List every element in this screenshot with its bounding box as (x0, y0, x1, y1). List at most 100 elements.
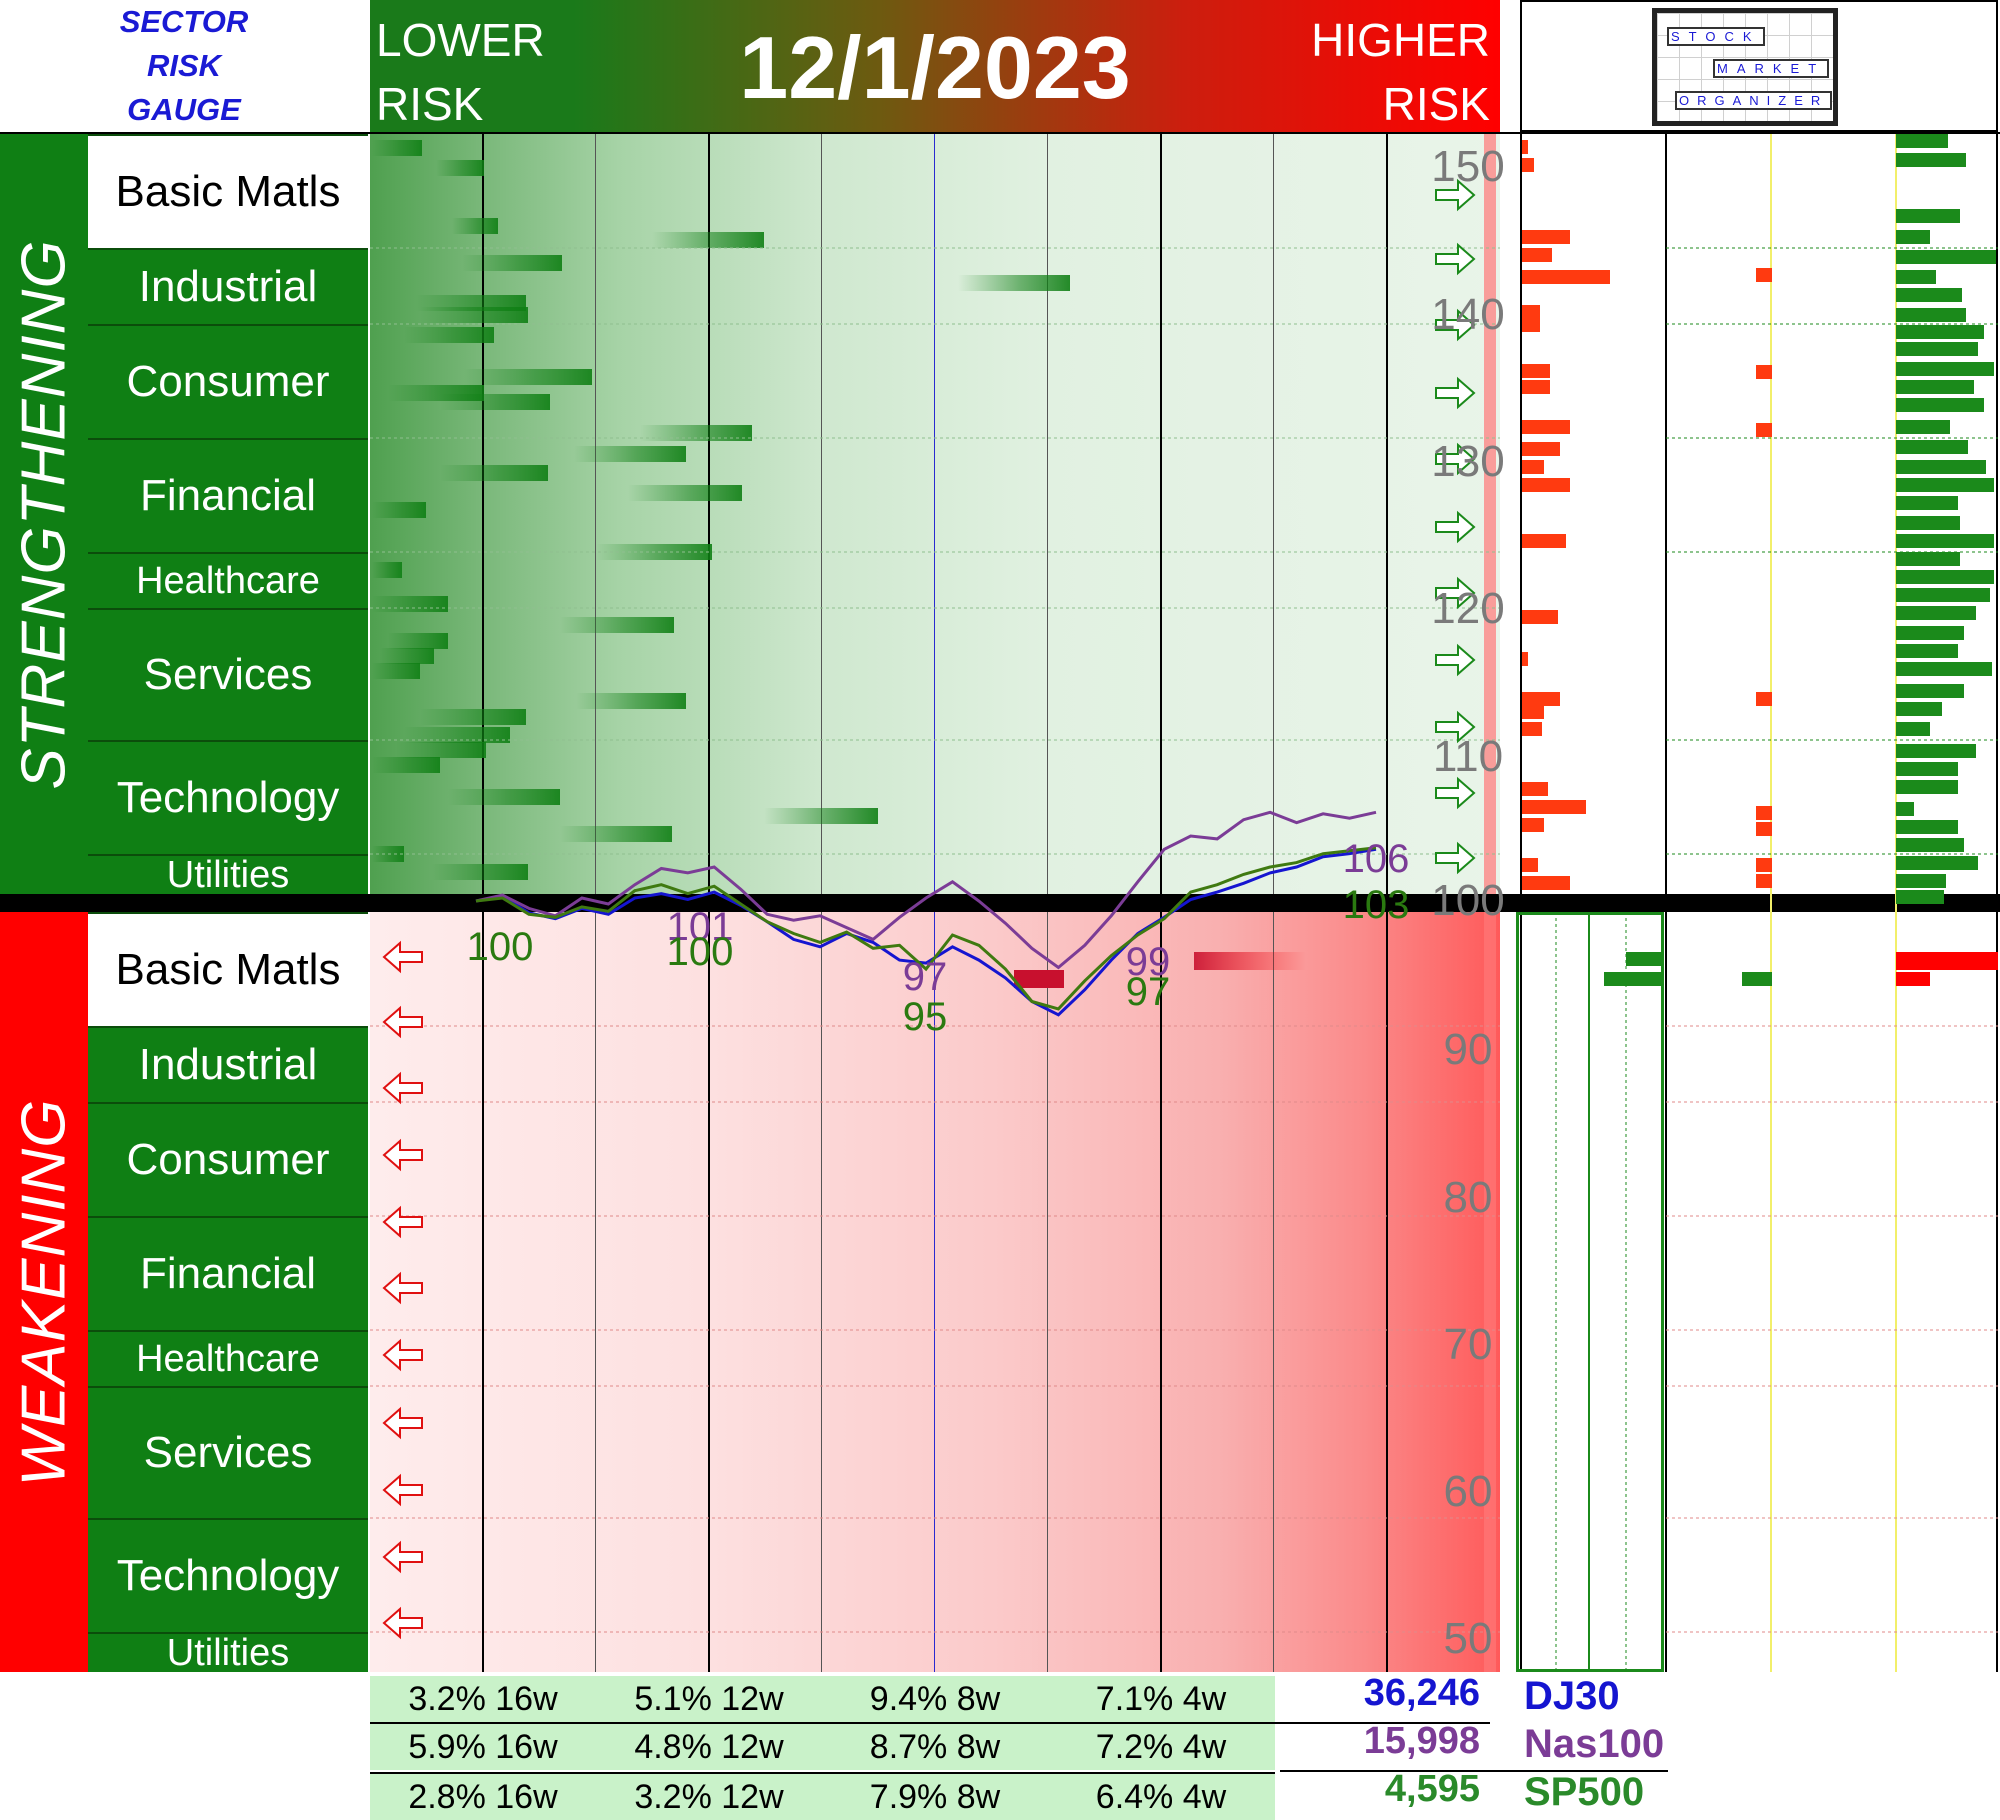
sector-utilities-weak: Utilities (88, 1632, 368, 1674)
right-small-red-3 (1756, 423, 1772, 437)
right-green-bar-5 (1896, 250, 1996, 264)
right-arrow-icon-7 (1435, 576, 1476, 610)
right-green-bar-19 (1896, 516, 1960, 530)
y-tick-70: 70 (1443, 1320, 1493, 1369)
sector-bar-4 (652, 232, 764, 248)
right-arrow-icon-6 (1435, 510, 1476, 544)
sector-financial-strong: Financial (88, 438, 368, 552)
right-red-bar-6 (1522, 305, 1540, 319)
sector-bar-5 (462, 255, 562, 271)
right-red-bar-15 (1522, 610, 1558, 624)
stat-row-nas100: 5.9% 16w 4.8% 12w 8.7% 8w 7.2% 4w (370, 1724, 1275, 1770)
sector-bars (372, 140, 1306, 988)
dj30-stat-12w: 5.1% 12w (634, 1679, 784, 1718)
right-red-bar-7 (1522, 318, 1540, 332)
right-green-bar-22 (1896, 570, 1994, 584)
right-lower-box (1516, 912, 1664, 1672)
sector-basic-matls-strong: Basic Matls (88, 134, 368, 248)
right-lower-red-2 (1896, 972, 1930, 986)
logo-word-1: STOCK (1667, 27, 1765, 46)
higher-risk-label: HIGHER RISK (1311, 8, 1490, 136)
y-tick-150: 150 (1431, 142, 1505, 191)
gauge-title-line-1: SECTOR (119, 4, 249, 39)
direction-arrows (382, 178, 1476, 1640)
right-green-bar-39 (1896, 890, 1944, 904)
right-small-red-4 (1756, 692, 1772, 706)
report-date: 12/1/2023 (739, 18, 1131, 117)
y-tick-140: 140 (1431, 290, 1505, 339)
right-arrow-icon-2 (1435, 242, 1476, 276)
right-red-bar-1 (1522, 140, 1528, 154)
right-lower-box-divider (1588, 912, 1590, 1672)
left-arrow-icon-7 (382, 1338, 423, 1372)
sector-consumer-strong: Consumer (88, 324, 368, 438)
sp500-stat-4w: 6.4% 4w (1095, 1777, 1227, 1816)
right-small-red-2 (1756, 365, 1772, 379)
nas100-stat-4w: 7.2% 4w (1095, 1727, 1227, 1766)
right-green-bar-11 (1896, 362, 1994, 376)
series-line-nas100 (475, 810, 1377, 970)
right-panel-frame (1520, 134, 1998, 1672)
lower-risk-line-1: LOWER (376, 14, 545, 66)
sp500-value: 4,595 (1384, 1768, 1480, 1810)
right-green-bar-15 (1896, 440, 1968, 454)
sector-bar-30 (448, 789, 560, 805)
sector-basic-matls-weak: Basic Matls (88, 912, 368, 1026)
weak-bar-1 (1014, 970, 1064, 988)
right-arrow-icon-9 (1435, 710, 1476, 744)
sector-bar-12 (440, 394, 550, 410)
sector-bar-26 (420, 709, 526, 725)
right-green-bar-37 (1896, 856, 1978, 870)
right-arrow-icon-1 (1435, 178, 1476, 212)
right-red-bar-9 (1522, 380, 1550, 394)
header-logo-frame (1520, 0, 1998, 132)
sector-bar-19 (372, 562, 402, 578)
lower-risk-line-2: RISK (376, 78, 484, 130)
higher-risk-line-1: HIGHER (1311, 14, 1490, 66)
sector-consumer-weak: Consumer (88, 1102, 368, 1216)
right-green-bar-9 (1896, 325, 1984, 339)
right-red-bar-23 (1522, 858, 1538, 872)
header-risk-banner: LOWER RISK 12/1/2023 HIGHER RISK (370, 0, 1500, 132)
right-green-bar-2 (1896, 153, 1966, 167)
right-green-bar-30 (1896, 722, 1930, 736)
left-arrow-icon-3 (382, 1071, 423, 1105)
y-tick-130: 130 (1431, 437, 1505, 486)
right-green-bar-31 (1896, 744, 1976, 758)
sector-services-strong: Services (88, 608, 368, 740)
right-green-bar-32 (1896, 762, 1958, 776)
right-green-bar-23 (1896, 588, 1990, 602)
sector-bar-16 (628, 485, 742, 501)
right-green-bar-10 (1896, 342, 1978, 356)
point-label-7: 97 (1126, 970, 1171, 1014)
y-tick-60: 60 (1443, 1467, 1493, 1516)
right-green-bar-13 (1896, 398, 1984, 412)
stat-row-dj30: 3.2% 16w 5.1% 12w 9.4% 8w 7.1% 4w (370, 1676, 1275, 1722)
right-small-red-6 (1756, 822, 1772, 836)
strengthening-band: STRENGTHENING (0, 134, 88, 894)
sector-healthcare-weak: Healthcare (88, 1330, 368, 1386)
right-red-bar-10 (1522, 420, 1570, 434)
y-tick-120: 120 (1431, 584, 1505, 633)
sector-bar-28 (396, 742, 486, 758)
point-label-2: 101 (667, 905, 734, 949)
right-small-red-7 (1756, 858, 1772, 872)
right-red-bar-20 (1522, 782, 1548, 796)
right-green-bar-16 (1896, 460, 1986, 474)
weakening-zone (370, 912, 1500, 1672)
dj30-stat-16w: 3.2% 16w (408, 1679, 558, 1718)
weakening-band: WEAKENING (0, 912, 88, 1672)
gauge-title-line-3: GAUGE (127, 92, 241, 127)
y-tick-80: 80 (1443, 1173, 1493, 1222)
right-arrow-icon-4 (1435, 376, 1476, 410)
right-small-red-5 (1756, 806, 1772, 820)
sector-bar-23 (380, 648, 434, 664)
sector-utilities-strong: Utilities (88, 854, 368, 896)
nas100-name: Nas100 (1524, 1722, 1665, 1766)
logo-word-3: ORGANIZER (1675, 91, 1833, 110)
right-green-bar-21 (1896, 552, 1960, 566)
sector-bar-31 (764, 808, 878, 824)
